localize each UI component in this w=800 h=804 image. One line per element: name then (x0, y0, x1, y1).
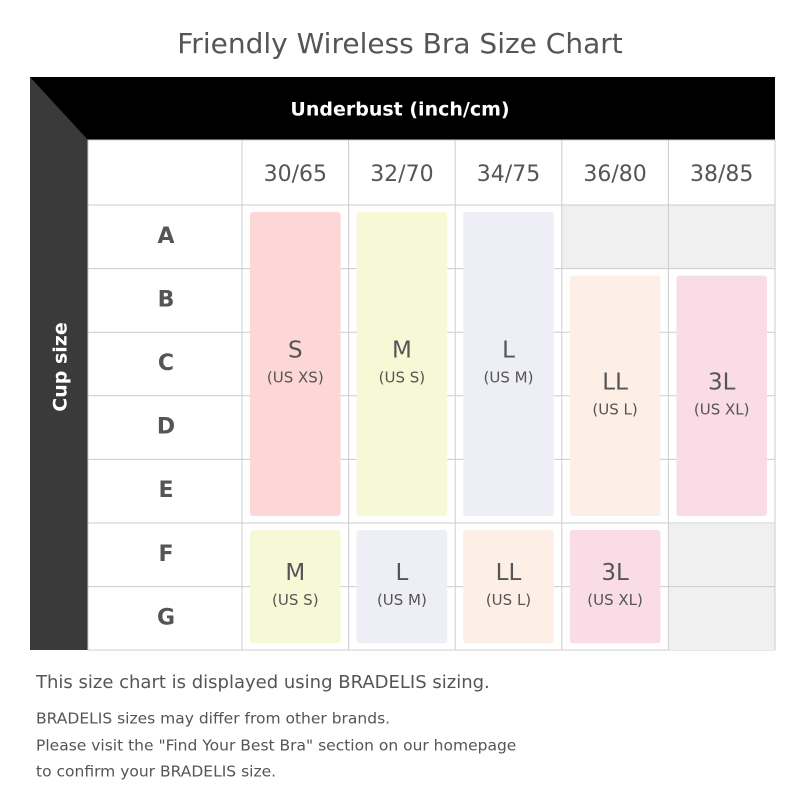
column-label: 36/80 (583, 162, 646, 187)
size-block (569, 530, 661, 644)
us-size-label: (US XL) (694, 400, 750, 418)
size-label: L (502, 338, 515, 364)
note-line: to confirm your BRADELIS size. (36, 763, 276, 781)
size-block (356, 212, 448, 516)
size-label: LL (602, 369, 628, 395)
size-label: LL (496, 560, 522, 586)
us-size-label: (US L) (592, 400, 637, 418)
column-label: 38/85 (690, 162, 753, 187)
size-block (250, 212, 341, 516)
us-size-label: (US S) (379, 369, 426, 387)
row-label: D (157, 415, 175, 440)
row-label: A (157, 224, 174, 249)
size-block (250, 530, 341, 644)
size-block (463, 530, 554, 644)
size-label: M (285, 560, 305, 586)
size-label: M (392, 338, 412, 364)
size-block (676, 275, 767, 516)
note-main: This size chart is displayed using BRADE… (35, 672, 490, 693)
row-label: F (158, 542, 173, 567)
note-line: Please visit the "Find Your Best Bra" se… (36, 737, 516, 755)
row-label: G (157, 605, 175, 630)
top-header-bar (30, 77, 775, 140)
column-label: 32/70 (370, 162, 433, 187)
size-label: S (288, 338, 303, 364)
size-label: 3L (708, 369, 736, 395)
row-label: C (158, 351, 174, 376)
us-size-label: (US M) (377, 591, 427, 609)
size-label: L (395, 560, 408, 586)
note-line: BRADELIS sizes may differ from other bra… (36, 710, 390, 728)
column-label: 34/75 (477, 162, 540, 187)
side-header: Cup size (50, 322, 72, 411)
column-label: 30/65 (264, 162, 327, 187)
side-header-bar (30, 77, 88, 650)
size-block (569, 275, 661, 516)
title: Friendly Wireless Bra Size Chart (177, 27, 623, 60)
us-size-label: (US XS) (267, 369, 324, 387)
size-label: 3L (601, 560, 629, 586)
us-size-label: (US L) (486, 591, 531, 609)
row-label: E (158, 478, 173, 503)
top-header: Underbust (inch/cm) (290, 99, 509, 121)
size-block (463, 212, 554, 516)
size-block (356, 530, 448, 644)
us-size-label: (US S) (272, 591, 319, 609)
us-size-label: (US XL) (587, 591, 643, 609)
row-label: B (158, 287, 175, 312)
us-size-label: (US M) (484, 369, 534, 387)
